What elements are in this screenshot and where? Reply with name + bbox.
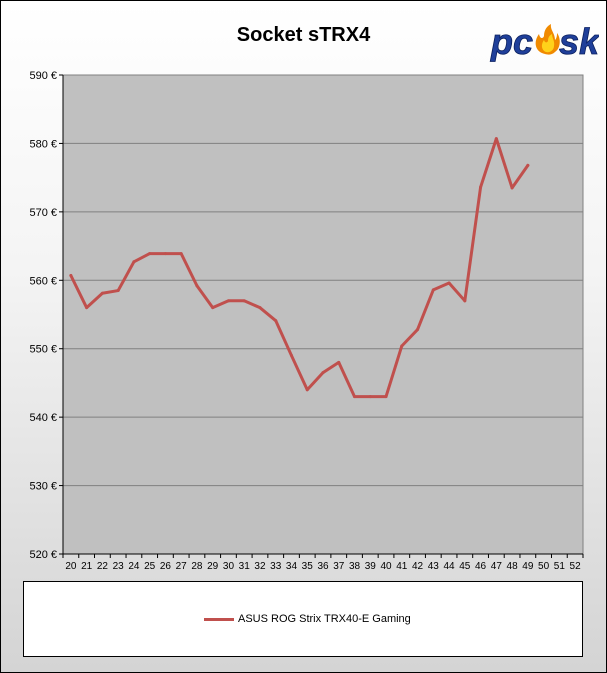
pcosk-logo: pc sk [489,18,602,63]
data-point [368,395,372,399]
data-point [274,319,278,323]
data-point [305,388,309,392]
x-tick-label: 27 [176,561,188,572]
data-point [416,328,420,332]
data-point [353,395,357,399]
plot-area [62,74,584,555]
data-point [431,288,435,292]
data-point [289,354,293,358]
x-tick-label: 39 [365,561,377,572]
x-tick-label: 43 [428,561,440,572]
data-point [195,284,199,288]
x-tick-label: 32 [254,561,266,572]
data-point [132,260,136,264]
x-tick-label: 36 [317,561,329,572]
data-point [447,281,451,285]
x-tick-label: 47 [491,561,503,572]
legend-item: ASUS ROG Strix TRX40-E Gaming [204,612,411,626]
data-point [148,252,152,256]
y-tick-label: 560 € [29,275,57,287]
data-point [226,299,230,303]
x-tick-label: 25 [144,561,156,572]
data-point [400,344,404,348]
x-tick-label: 37 [333,561,345,572]
data-point [321,371,325,375]
x-tick-label: 26 [160,561,172,572]
x-tick-label: 30 [223,561,235,572]
data-point [258,306,262,310]
chart-title: Socket sTRX4 [236,24,371,46]
y-tick-label: 590 € [29,70,57,82]
data-point [211,306,215,310]
data-point [463,299,467,303]
x-tick-label: 52 [570,561,582,572]
x-tick-label: 44 [443,561,455,572]
x-tick-label: 35 [302,561,314,572]
x-tick-label: 24 [128,561,140,572]
data-point [510,186,514,190]
x-tick-label: 34 [286,561,298,572]
y-tick-label: 520 € [29,549,57,561]
x-tick-label: 50 [538,561,550,572]
data-point [69,273,73,277]
data-point [116,289,120,293]
data-point [242,299,246,303]
x-tick-label: 40 [380,561,392,572]
svg-text:sk: sk [559,21,599,62]
x-tick-label: 21 [81,561,93,572]
data-point [85,306,89,310]
x-tick-label: 51 [554,561,566,572]
x-tick-label: 49 [522,561,534,572]
x-tick-label: 42 [412,561,424,572]
x-tick-label: 20 [65,561,77,572]
y-axis: 520 € 530 € 540 € 550 € 560 € 570 € 580 € 590 € [29,70,64,561]
x-tick-label: 33 [270,561,282,572]
y-tick-label: 580 € [29,138,57,150]
data-point [179,252,183,256]
y-tick-label: 550 € [29,344,57,356]
y-tick-label: 570 € [29,207,57,219]
svg-text:pc: pc [490,21,533,62]
x-tick-label: 23 [113,561,125,572]
data-point [384,395,388,399]
x-tick-label: 31 [239,561,251,572]
data-point [526,163,530,167]
flame-icon: pc sk [490,21,602,63]
data-point [163,252,167,256]
gridlines [63,74,583,555]
y-tick-label: 540 € [29,412,57,424]
x-tick-label: 28 [191,561,203,572]
data-point [337,360,341,364]
x-tick-label: 29 [207,561,219,572]
data-point [494,137,498,141]
x-tick-label: 46 [475,561,487,572]
legend-label: ASUS ROG Strix TRX40-E Gaming [238,613,411,625]
x-tick-label: 38 [349,561,361,572]
y-tick-label: 530 € [29,481,57,493]
data-point [479,185,483,189]
series-layer [69,137,530,399]
x-tick-label: 41 [396,561,408,572]
legend: ASUS ROG Strix TRX40-E Gaming [23,581,583,657]
data-point [100,291,104,295]
series-line [69,137,530,399]
x-tick-label: 48 [507,561,519,572]
x-tick-label: 22 [97,561,109,572]
x-tick-label: 45 [459,561,471,572]
legend-swatch [204,617,234,621]
x-axis: 20 21 22 23 24 25 26 27 28 29 30 31 32 33 34 35 36 37 38 39… [62,553,584,572]
